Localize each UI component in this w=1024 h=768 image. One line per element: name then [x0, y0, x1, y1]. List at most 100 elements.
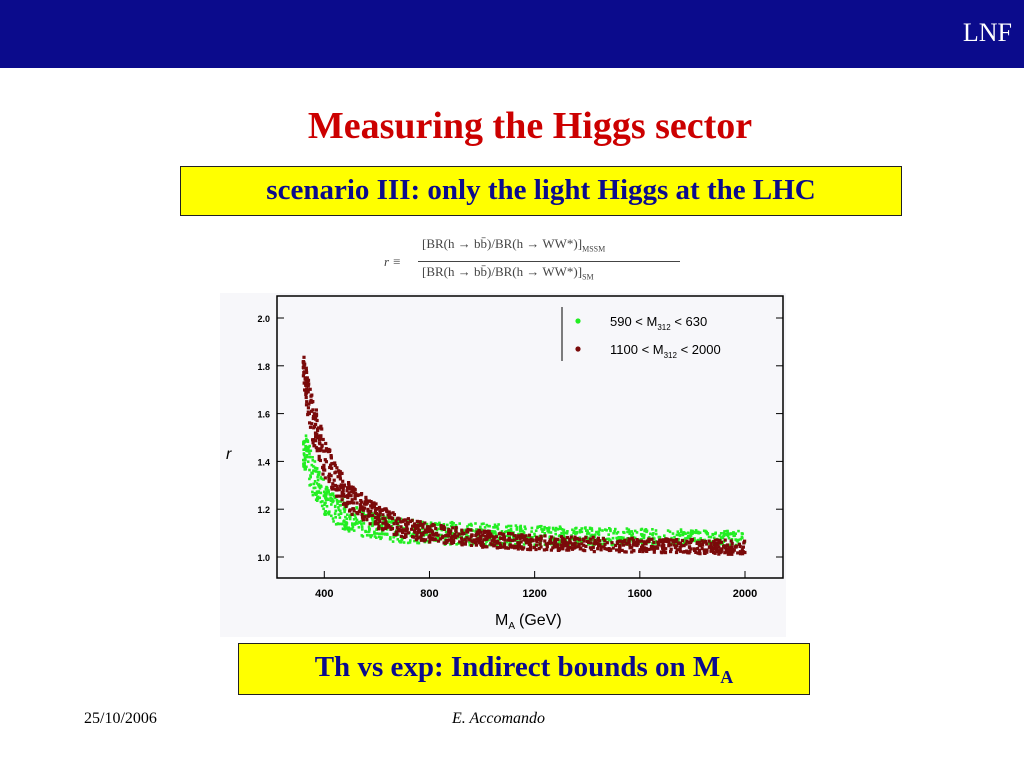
- data-point: [437, 537, 440, 540]
- data-point: [696, 551, 700, 555]
- data-point: [319, 491, 323, 495]
- data-point: [323, 512, 326, 516]
- data-point: [408, 519, 413, 524]
- data-point: [465, 530, 469, 534]
- data-point: [643, 529, 646, 533]
- data-point: [616, 530, 620, 534]
- data-point: [440, 528, 444, 532]
- data-point: [707, 539, 711, 543]
- data-point: [311, 441, 315, 445]
- data-point: [309, 475, 312, 479]
- data-point: [737, 529, 740, 533]
- data-point: [523, 525, 527, 528]
- data-point: [597, 533, 601, 536]
- data-point: [388, 520, 391, 524]
- data-point: [304, 444, 307, 448]
- data-point: [492, 531, 495, 535]
- data-point: [341, 489, 345, 493]
- data-point: [371, 524, 374, 528]
- data-point: [484, 543, 487, 546]
- data-point: [694, 539, 697, 542]
- legend: 590 < M312 < 630 1100 < M312 < 2000: [575, 314, 721, 360]
- data-point: [311, 490, 314, 494]
- data-point: [494, 535, 498, 539]
- scatter-chart: 400 800 1200 1600 2000 1.0 1.2 1.4 1.6 1.8 2.0 590…: [220, 293, 786, 637]
- slide-title: Measuring the Higgs sector: [307, 105, 753, 147]
- data-point: [717, 545, 721, 549]
- data-point: [584, 535, 588, 539]
- data-point: [715, 546, 719, 550]
- data-point: [334, 504, 337, 508]
- data-point: [678, 549, 683, 553]
- data-point: [402, 526, 405, 530]
- data-point: [533, 543, 536, 546]
- data-point: [657, 535, 661, 539]
- data-point: [370, 534, 374, 537]
- data-point: [331, 517, 335, 520]
- data-point: [444, 530, 448, 534]
- data-point: [731, 547, 735, 552]
- data-point: [390, 521, 393, 524]
- data-point: [701, 543, 705, 547]
- data-point: [681, 532, 685, 536]
- data-point: [588, 546, 592, 550]
- data-point: [329, 456, 333, 460]
- data-point: [394, 533, 398, 537]
- data-point: [374, 521, 378, 525]
- data-point: [712, 540, 716, 544]
- footer-date: 25/10/2006: [84, 710, 157, 727]
- data-point: [324, 498, 328, 502]
- data-point: [384, 520, 388, 524]
- data-point: [348, 528, 351, 531]
- data-point: [694, 550, 698, 554]
- data-point: [510, 532, 515, 536]
- data-point: [535, 540, 539, 544]
- data-point: [410, 518, 414, 522]
- data-point: [436, 539, 441, 543]
- data-point: [556, 528, 560, 531]
- data-point: [647, 537, 651, 541]
- data-point: [311, 456, 314, 459]
- data-point: [688, 536, 692, 540]
- data-point: [556, 548, 560, 552]
- data-point: [322, 468, 326, 472]
- data-point: [360, 525, 364, 528]
- data-point: [415, 519, 419, 523]
- data-point: [309, 394, 313, 398]
- data-point: [403, 532, 408, 536]
- data-point: [426, 539, 429, 543]
- data-point: [355, 518, 359, 522]
- data-point: [349, 485, 354, 489]
- data-point: [654, 529, 658, 532]
- data-point: [538, 536, 542, 541]
- data-point: [305, 465, 308, 469]
- data-point: [515, 528, 519, 531]
- top-banner: LNF: [0, 0, 1024, 68]
- data-point: [313, 491, 317, 495]
- data-point: [379, 508, 384, 512]
- data-point: [378, 519, 382, 524]
- data-point: [603, 547, 607, 551]
- data-point: [721, 535, 725, 538]
- x-tick-label: 2000: [733, 588, 757, 600]
- data-point: [310, 422, 314, 426]
- data-point: [627, 540, 631, 545]
- data-point: [521, 535, 525, 539]
- data-point: [589, 537, 593, 541]
- data-point: [416, 526, 420, 530]
- data-point: [359, 505, 363, 509]
- data-point: [316, 475, 319, 479]
- data-point: [406, 541, 410, 545]
- data-point: [560, 528, 564, 531]
- data-point: [302, 442, 305, 446]
- data-point: [326, 487, 329, 490]
- data-point: [419, 523, 423, 527]
- data-point: [302, 458, 305, 462]
- data-point: [302, 448, 305, 451]
- data-point: [375, 507, 379, 511]
- data-point: [678, 533, 682, 537]
- data-point: [709, 544, 713, 548]
- data-point: [560, 531, 563, 535]
- data-point: [627, 537, 631, 541]
- data-point: [317, 491, 320, 494]
